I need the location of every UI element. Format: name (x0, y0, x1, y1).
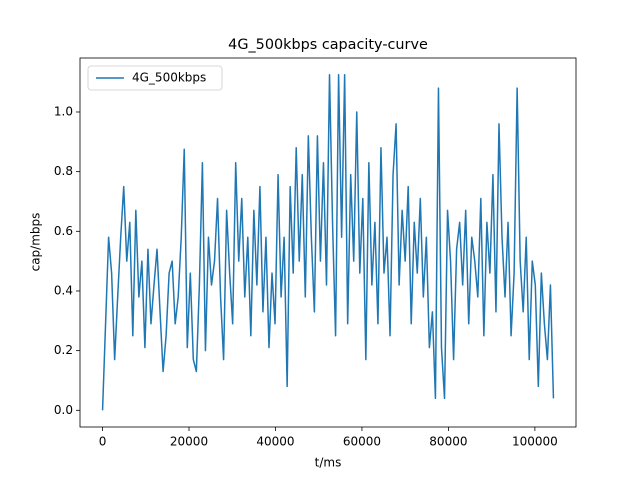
legend-box (87, 65, 223, 91)
x-axis-label: t/ms (315, 456, 342, 470)
x-tick-label: 0 (99, 435, 107, 449)
x-tick-label: 80000 (429, 435, 467, 449)
x-tick-label: 100000 (512, 435, 558, 449)
y-tick-label: 0.0 (54, 403, 73, 417)
x-tick-label: 40000 (256, 435, 294, 449)
y-axis-label: cap/mbps (29, 213, 43, 272)
plot-frame (79, 57, 577, 428)
chart-title: 4G_500kbps capacity-curve (228, 37, 428, 53)
y-tick-label: 0.4 (54, 283, 73, 297)
y-tick-label: 0.2 (54, 343, 73, 357)
data-line (101, 73, 555, 411)
y-tick-label: 0.8 (54, 164, 73, 178)
x-tick-label: 20000 (170, 435, 208, 449)
legend-label: 4G_500kbps (132, 71, 206, 85)
y-tick-label: 0.6 (54, 224, 73, 238)
y-tick-label: 1.0 (54, 104, 73, 118)
x-tick-label: 60000 (343, 435, 381, 449)
